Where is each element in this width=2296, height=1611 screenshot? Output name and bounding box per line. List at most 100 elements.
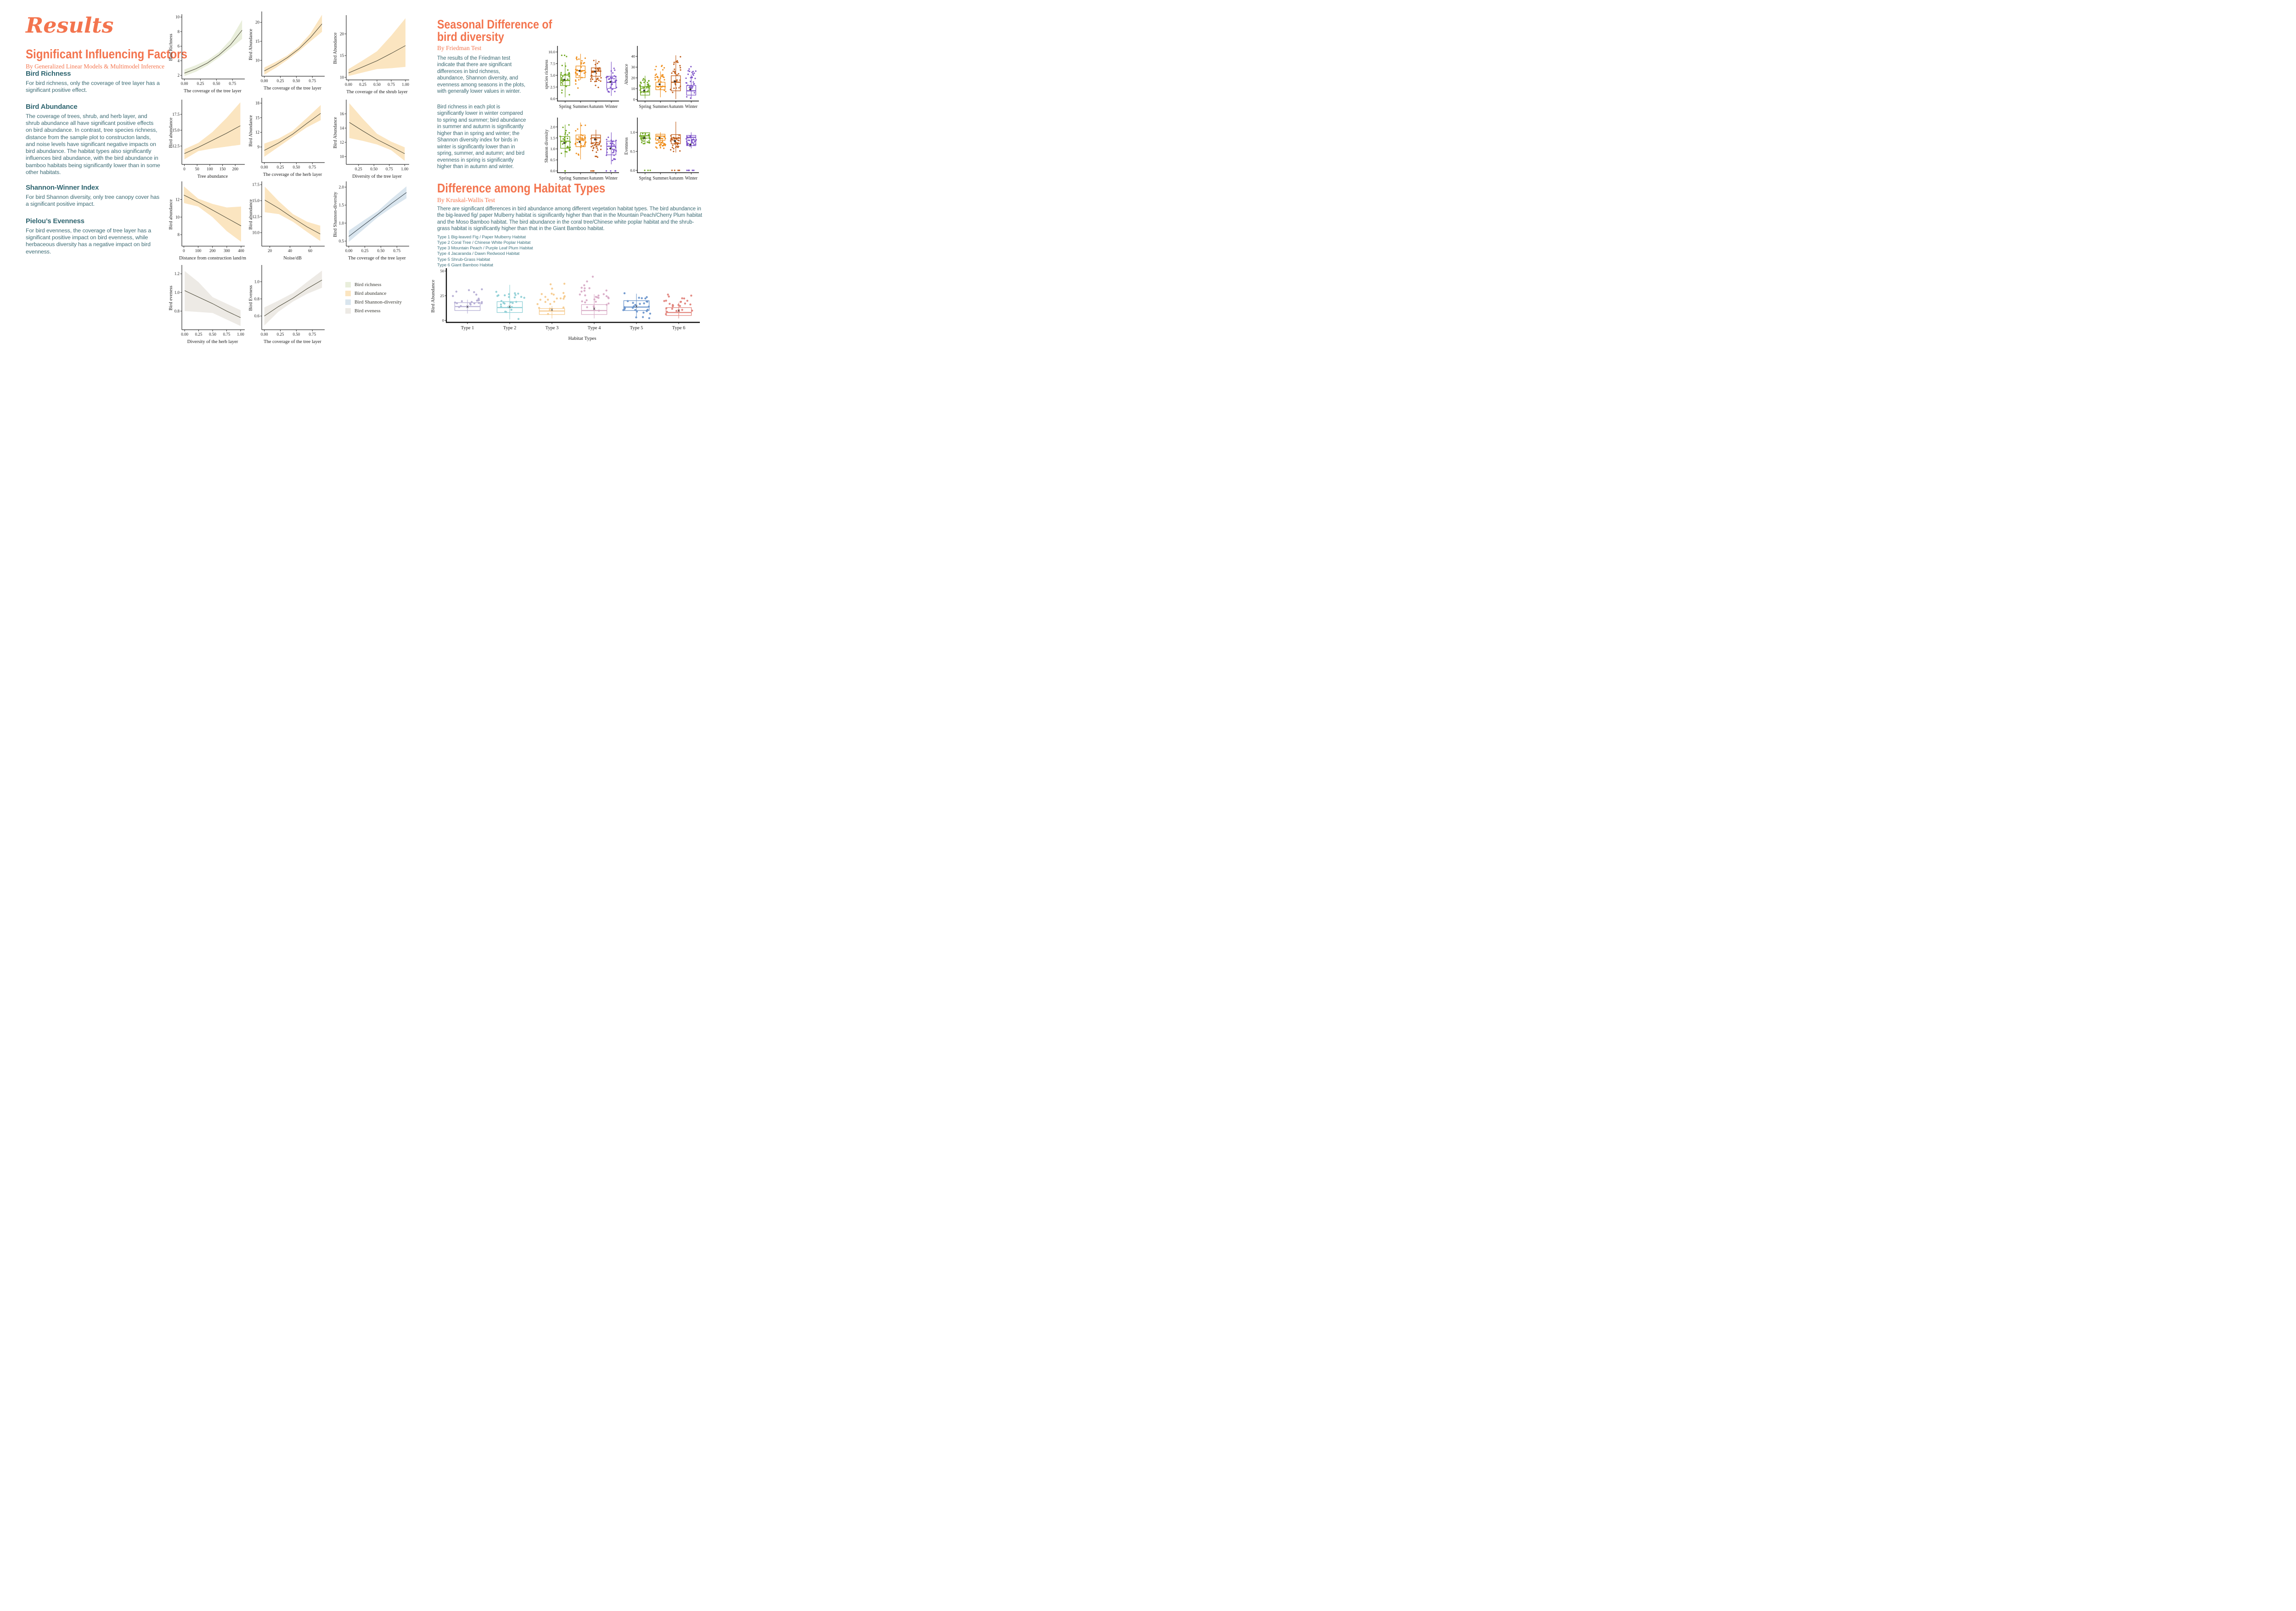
svg-text:Spring: Spring xyxy=(639,176,651,181)
svg-text:9: 9 xyxy=(258,145,260,149)
block-heading: Bird Abundance xyxy=(26,103,78,111)
plot-bird-abundance-vs-construction-distance: 0 100 200 300 400 8 10 12 Distance from construc… xyxy=(168,179,247,262)
subtitle-friedman-test: By Friedman Test xyxy=(437,45,482,51)
svg-text:Tree abundance: Tree abundance xyxy=(197,174,228,179)
svg-text:0.75: 0.75 xyxy=(309,79,316,83)
svg-text:0.5: 0.5 xyxy=(550,158,555,162)
legend-item: Bird Shannon-diversity xyxy=(345,298,402,306)
block-heading: Bird Richness xyxy=(26,70,71,78)
svg-text:The coverage of the tree layer: The coverage of the tree layer xyxy=(184,89,242,94)
svg-text:Bird abundance: Bird abundance xyxy=(248,199,253,230)
svg-text:Bird Abundance: Bird Abundance xyxy=(333,117,338,148)
svg-text:x: x xyxy=(509,304,511,310)
heading-habitat-types: Difference among Habitat Types xyxy=(437,181,606,195)
svg-text:0.50: 0.50 xyxy=(293,332,300,337)
svg-text:1.00: 1.00 xyxy=(401,167,408,171)
svg-text:15.0: 15.0 xyxy=(172,128,180,132)
svg-text:Summer: Summer xyxy=(653,104,669,109)
svg-text:17.5: 17.5 xyxy=(172,112,180,117)
svg-text:20: 20 xyxy=(268,248,272,253)
svg-text:Noise/dB: Noise/dB xyxy=(283,256,302,261)
svg-text:2.5: 2.5 xyxy=(550,84,555,89)
svg-text:Bird Richness: Bird Richness xyxy=(169,34,174,61)
svg-text:Bird abundance: Bird abundance xyxy=(169,199,174,230)
svg-text:Habitat Types: Habitat Types xyxy=(568,336,596,341)
boxplot-seasonal-abundance: 0 10 20 30 40 Spring Summer Autunm Winter Abundan… xyxy=(623,44,701,113)
svg-text:0: 0 xyxy=(183,248,185,253)
svg-text:Bird eveness: Bird eveness xyxy=(169,286,174,310)
svg-text:8: 8 xyxy=(178,29,180,34)
svg-text:1.2: 1.2 xyxy=(174,271,180,276)
svg-text:Bird Eveness: Bird Eveness xyxy=(248,285,253,311)
svg-text:x: x xyxy=(551,307,553,312)
svg-text:Summer: Summer xyxy=(653,176,669,181)
svg-text:2.0: 2.0 xyxy=(339,185,344,189)
svg-text:20: 20 xyxy=(340,32,344,36)
svg-text:12: 12 xyxy=(175,197,180,202)
svg-text:0.50: 0.50 xyxy=(373,82,381,87)
plot-evenness-vs-tree-cover: 0.00 0.25 0.50 0.75 0.6 0.8 1.0 The coverage of… xyxy=(248,263,327,345)
block-bird-richness: Bird Richness For bird richness, only th… xyxy=(26,70,161,94)
svg-text:1.0: 1.0 xyxy=(630,130,635,135)
svg-text:10: 10 xyxy=(631,86,636,91)
svg-text:Bird Abundance: Bird Abundance xyxy=(248,28,253,60)
block-bird-abundance: Bird Abundance The coverage of trees, sh… xyxy=(26,103,161,176)
svg-text:The coverage of the tree layer: The coverage of the tree layer xyxy=(264,86,321,91)
svg-text:20: 20 xyxy=(631,76,636,80)
svg-text:0.25: 0.25 xyxy=(355,167,362,171)
svg-text:0.75: 0.75 xyxy=(229,81,236,86)
svg-text:12: 12 xyxy=(255,130,259,135)
habitat-type-item: Type 3 Mountain Peach / Purple Leaf Plum… xyxy=(437,246,533,251)
svg-text:0.00: 0.00 xyxy=(345,248,353,253)
svg-text:0.75: 0.75 xyxy=(309,165,316,169)
svg-text:Bird Shannon-diversity: Bird Shannon-diversity xyxy=(333,192,338,237)
svg-text:Type 2: Type 2 xyxy=(503,326,517,331)
svg-text:Autunm: Autunm xyxy=(588,104,603,109)
plot-bird-abundance-vs-tree-abundance: 0 50 100 150 200 12.5 15.0 17.5 Tree abundance Bi… xyxy=(168,97,247,180)
svg-text:Shannon diversity: Shannon diversity xyxy=(544,130,549,163)
svg-text:50: 50 xyxy=(195,167,200,171)
svg-text:40: 40 xyxy=(631,54,636,59)
svg-text:Spring: Spring xyxy=(639,104,651,109)
svg-text:14: 14 xyxy=(340,126,344,130)
svg-text:15: 15 xyxy=(255,115,260,120)
svg-text:Evenness: Evenness xyxy=(624,137,629,155)
svg-text:Bird Abundance: Bird Abundance xyxy=(333,32,338,64)
svg-text:40: 40 xyxy=(288,248,293,253)
svg-text:17.5: 17.5 xyxy=(252,182,259,187)
svg-text:0.00: 0.00 xyxy=(181,81,188,86)
seasonal-paragraph-1: The results of the Friedman test indicat… xyxy=(437,56,526,95)
svg-text:x: x xyxy=(636,304,638,309)
plot-evenness-vs-herb-diversity: 0.00 0.25 0.50 0.75 1.00 0.8 1.0 1.2 Diversity o… xyxy=(168,263,247,345)
habitat-type-item: Type 1 Big-leaved Fig / Paper Mulberry H… xyxy=(437,235,526,240)
svg-text:Type 3: Type 3 xyxy=(546,326,559,331)
svg-text:0.0: 0.0 xyxy=(550,169,555,173)
svg-text:Winter: Winter xyxy=(605,104,618,109)
svg-text:60: 60 xyxy=(308,248,313,253)
svg-text:x: x xyxy=(678,308,680,313)
svg-text:200: 200 xyxy=(209,248,216,253)
svg-text:x: x xyxy=(593,306,596,311)
svg-text:The coverage of the tree layer: The coverage of the tree layer xyxy=(264,339,321,344)
svg-text:10: 10 xyxy=(340,75,344,79)
svg-text:Spring: Spring xyxy=(559,104,571,109)
block-shannon-winner: Shannon-Winner Index For bird Shannon di… xyxy=(26,184,161,208)
svg-text:0.25: 0.25 xyxy=(359,82,366,87)
svg-text:0.50: 0.50 xyxy=(209,332,216,337)
heading-seasonal-difference: Seasonal Difference of bird diversity xyxy=(437,17,552,44)
svg-text:2.0: 2.0 xyxy=(550,124,555,129)
svg-text:0.25: 0.25 xyxy=(277,165,284,169)
svg-text:Spring: Spring xyxy=(559,176,571,181)
svg-text:Winter: Winter xyxy=(685,104,698,109)
svg-text:4: 4 xyxy=(178,58,180,63)
svg-text:Type 5: Type 5 xyxy=(630,326,643,331)
svg-text:0.00: 0.00 xyxy=(181,332,188,337)
plot-bird-abundance-vs-tree-cover: 0.00 0.25 0.50 0.75 10 15 20 The coverage of th… xyxy=(248,9,327,92)
svg-text:16: 16 xyxy=(340,112,344,116)
svg-text:Diversity of the tree layer: Diversity of the tree layer xyxy=(352,174,402,179)
svg-text:1.0: 1.0 xyxy=(174,290,180,295)
svg-text:1.00: 1.00 xyxy=(237,332,244,337)
boxplot-habitat-bird-abundance: 0 25 50 x Type 1 x Type 2 x Type 3 x Type 4 x Type 5… xyxy=(430,265,703,343)
svg-text:25: 25 xyxy=(440,293,445,298)
svg-text:0: 0 xyxy=(633,97,635,101)
